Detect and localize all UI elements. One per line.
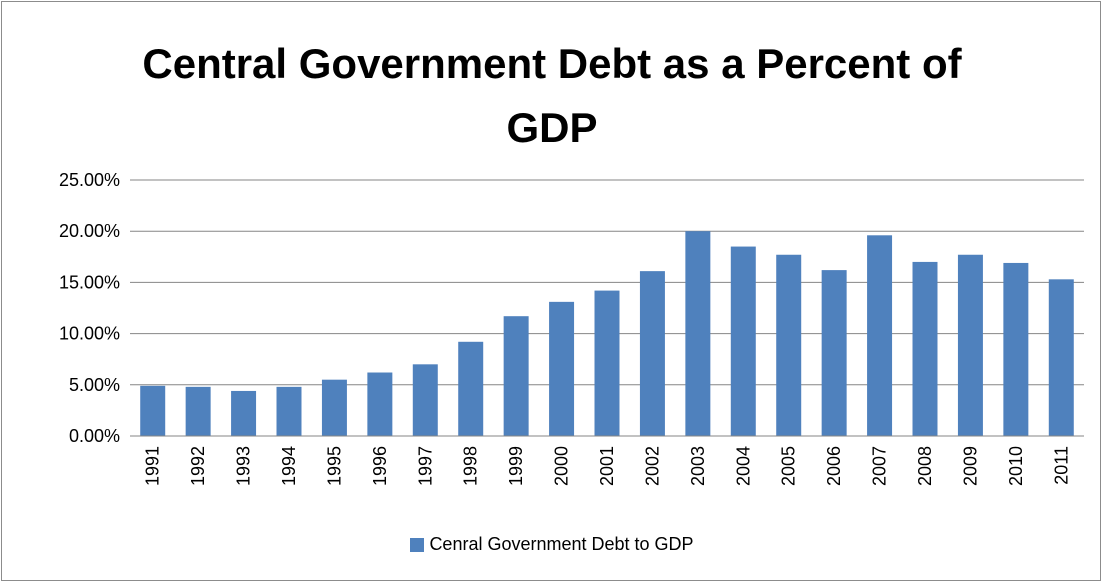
y-tick-label: 25.00% [59,170,120,190]
x-tick-label: 2010 [1006,446,1026,486]
bar [367,372,393,436]
x-tick-label: 2009 [960,446,980,486]
legend-swatch [410,537,425,552]
x-tick-label: 2004 [733,446,753,486]
bar [549,301,575,436]
x-tick-label: 1996 [370,446,390,486]
legend-label: Cenral Government Debt to GDP [429,534,694,554]
bar [458,341,484,436]
x-tick-label: 1992 [188,446,208,486]
x-tick-label: 1993 [234,446,254,486]
bar [1048,279,1074,436]
x-tick-label: 1999 [506,446,526,486]
bar [957,254,983,436]
x-tick-label: 1995 [324,446,344,486]
x-tick-label: 2000 [552,446,572,486]
bar [140,385,166,436]
x-tick-label: 2003 [688,446,708,486]
bar [503,316,529,436]
bar [912,261,938,436]
chart-title-line1: Central Government Debt as a Percent of [142,40,962,87]
x-tick-label: 2011 [1051,446,1071,485]
x-tick-label: 2002 [642,446,662,486]
bar [821,270,847,436]
bar [321,379,347,436]
bar [1003,262,1029,436]
x-tick-label: 2005 [779,446,799,486]
bar [231,390,257,436]
x-tick-label: 1991 [143,446,163,486]
x-tick-label: 2001 [597,446,617,486]
bar [639,271,665,436]
y-tick-label: 10.00% [59,324,120,344]
bar [867,235,893,436]
bar [594,290,620,436]
bar [685,231,711,436]
y-tick-label: 15.00% [59,272,120,292]
legend: Cenral Government Debt to GDP [0,534,1104,555]
x-tick-label: 2006 [824,446,844,486]
x-tick-label: 2007 [870,446,890,486]
y-tick-label: 20.00% [59,221,120,241]
x-tick-label: 1998 [461,446,481,486]
bar [776,254,802,436]
y-tick-label: 5.00% [69,375,120,395]
bar [730,246,756,436]
x-tick-label: 1997 [415,446,435,486]
bar [276,386,302,436]
y-tick-label: 0.00% [69,426,120,446]
chart-title-line2: GDP [506,104,598,151]
bar [185,386,211,436]
x-tick-label: 1994 [279,446,299,486]
bar [412,364,438,436]
x-tick-label: 2008 [915,446,935,486]
